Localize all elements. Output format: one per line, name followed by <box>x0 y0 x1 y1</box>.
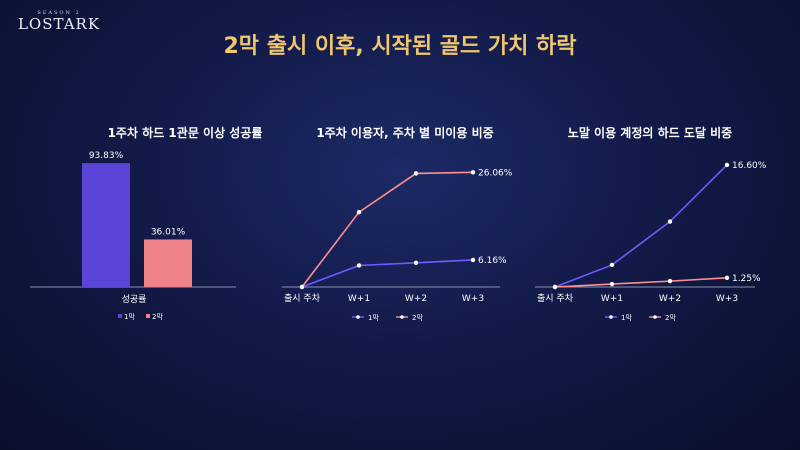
bar-1-label: 93.83% <box>89 151 124 161</box>
hardreach-legend-label-1: 1막 <box>621 313 632 322</box>
hardreach-point-2-3 <box>724 275 730 281</box>
nonuse-point-1-1 <box>356 263 362 268</box>
nonuse-line-1 <box>301 259 474 288</box>
nonuse-end-label-1: 6.16% <box>478 256 507 266</box>
nonuse-legend-label-1: 1막 <box>368 313 379 322</box>
nonuse-legend-dot-1 <box>356 315 360 319</box>
nonuse-point-2-0 <box>299 284 305 290</box>
bar-category-label: 성공률 <box>122 294 147 305</box>
chart-title-hard-reach: 노말 이용 계정의 하드 도달 비중 <box>567 126 733 140</box>
bar-2 <box>144 239 192 287</box>
chart-title-non-usage: 1주차 이용자, 주차 별 미이용 비중 <box>316 126 494 140</box>
nonuse-end-label-2: 26.06% <box>478 168 513 178</box>
hardreach-end-label-2: 1.25% <box>732 274 761 284</box>
hardreach-x-label-0: 출시 주차 <box>537 292 574 304</box>
bar-legend-swatch-2 <box>146 314 150 318</box>
bar-1 <box>82 163 130 287</box>
hardreach-line-1 <box>554 164 728 288</box>
nonuse-line-2 <box>301 171 474 288</box>
hardreach-point-1-3 <box>724 162 730 168</box>
nonuse-legend-label-2: 2막 <box>412 313 423 322</box>
hardreach-point-1-2 <box>667 219 673 224</box>
nonuse-x-label-3: W+3 <box>462 294 484 304</box>
hardreach-x-label-3: W+3 <box>716 294 738 304</box>
hardreach-end-label-1: 16.60% <box>732 161 767 171</box>
bar-legend-label-2: 2막 <box>152 312 163 321</box>
hardreach-point-1-1 <box>609 262 615 268</box>
chart-title-success-rate: 1주차 하드 1관문 이상 성공률 <box>107 126 263 140</box>
bar-legend-label-1: 1막 <box>124 312 135 321</box>
nonuse-point-2-2 <box>413 171 419 176</box>
nonuse-point-1-2 <box>413 260 419 265</box>
nonuse-point-2-3 <box>470 170 476 175</box>
hardreach-legend-dot-2 <box>653 315 657 319</box>
bar-legend-swatch-1 <box>118 314 122 318</box>
hardreach-point-2-1 <box>609 281 615 287</box>
hardreach-point-2-0 <box>552 284 558 290</box>
hardreach-x-label-1: W+1 <box>601 294 623 304</box>
lostark-logo: SEASON 2 LOSTARK <box>14 10 104 32</box>
nonuse-x-label-2: W+2 <box>405 294 427 304</box>
bar-2-label: 36.01% <box>151 227 186 237</box>
page-title: 2막 출시 이후, 시작된 골드 가치 하락 <box>223 34 577 59</box>
nonuse-x-label-1: W+1 <box>348 294 370 304</box>
hardreach-point-2-2 <box>667 278 673 284</box>
logo-season: SEASON 2 <box>37 10 81 16</box>
hardreach-line-2 <box>554 277 728 288</box>
nonuse-point-2-1 <box>356 210 362 215</box>
nonuse-point-1-3 <box>470 257 476 263</box>
nonuse-x-label-0: 출시 주차 <box>284 292 321 304</box>
hardreach-x-label-2: W+2 <box>659 294 681 304</box>
hardreach-legend-dot-1 <box>609 315 613 319</box>
nonuse-legend-dot-2 <box>400 315 404 319</box>
hardreach-legend-label-2: 2막 <box>665 313 676 322</box>
logo-name: LOSTARK <box>17 15 101 33</box>
